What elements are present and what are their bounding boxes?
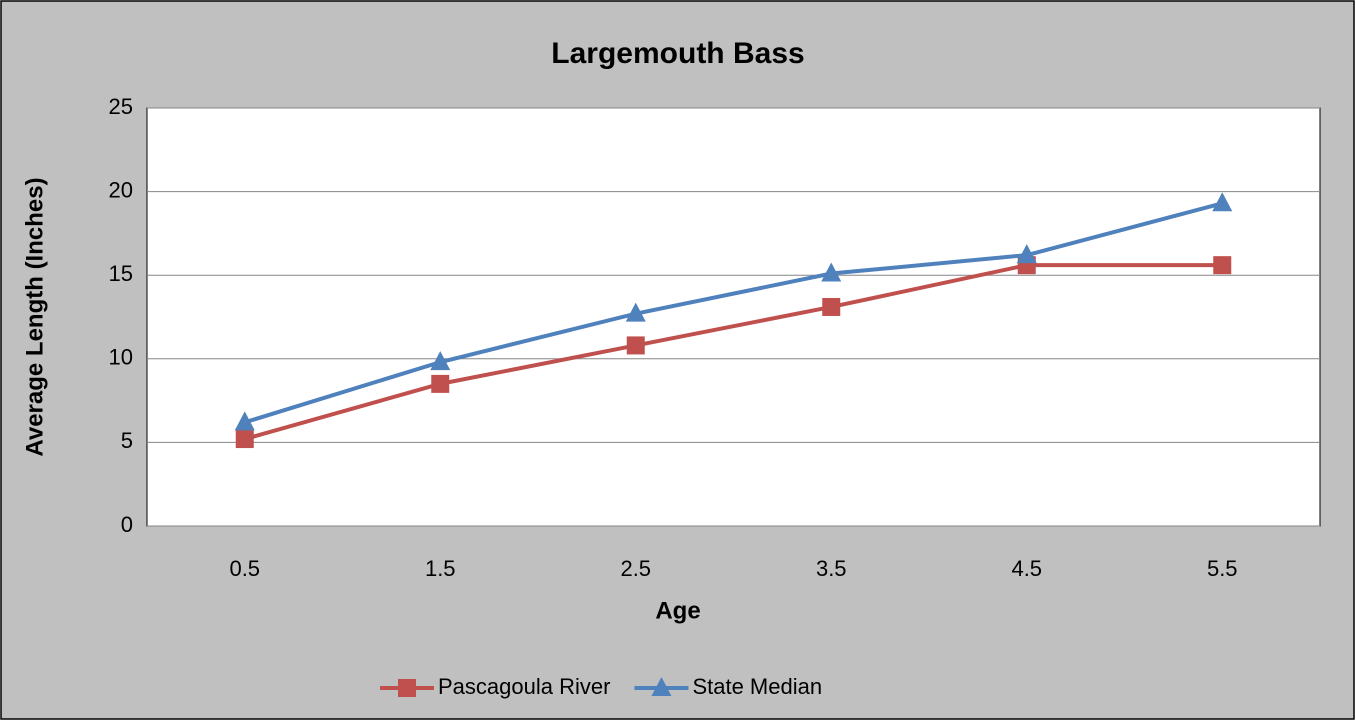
legend-label: State Median <box>692 674 822 699</box>
marker-triangle <box>625 302 646 322</box>
plot-area <box>146 107 1321 527</box>
marker-triangle <box>1016 244 1037 264</box>
marker-square <box>1213 256 1232 275</box>
y-axis-label: Average Length (Inches) <box>21 177 48 456</box>
series-line <box>244 263 1223 441</box>
x-tick-label: 1.5 <box>425 556 456 581</box>
y-tick-label: 5 <box>121 428 133 453</box>
y-tick-label: 25 <box>109 94 133 119</box>
y-tick-label: 20 <box>109 177 133 202</box>
chart-title: Largemouth Bass <box>551 37 804 70</box>
legend-marker <box>651 677 672 696</box>
marker-triangle <box>1212 192 1233 212</box>
x-tick-label: 5.5 <box>1207 556 1238 581</box>
x-tick-label: 0.5 <box>229 556 260 581</box>
marker-square <box>235 430 254 449</box>
y-tick-label: 10 <box>109 345 133 370</box>
x-tick-label: 3.5 <box>816 556 847 581</box>
y-tick-label: 15 <box>109 261 133 286</box>
series-line <box>244 201 1223 425</box>
x-tick-label: 2.5 <box>620 556 651 581</box>
marker-triangle <box>430 351 451 371</box>
legend-label: Pascagoula River <box>438 674 610 699</box>
marker-triangle <box>234 411 255 431</box>
legend-marker <box>398 679 416 697</box>
marker-square <box>431 374 450 393</box>
x-axis-label: Age <box>655 597 700 624</box>
marker-triangle <box>821 262 842 282</box>
marker-square <box>822 297 841 316</box>
marker-square <box>626 336 645 355</box>
x-tick-label: 4.5 <box>1011 556 1042 581</box>
y-tick-label: 0 <box>121 512 133 537</box>
